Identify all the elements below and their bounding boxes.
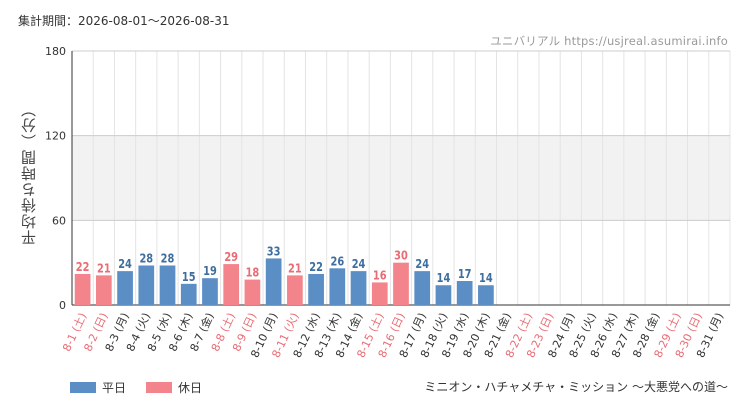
shaded-band (72, 135, 730, 221)
bar-value-label: 28 (139, 252, 153, 266)
bar-value-label: 29 (224, 250, 238, 264)
bar-value-label: 33 (267, 244, 281, 258)
legend-label-weekday: 平日 (102, 381, 127, 395)
bar (159, 265, 176, 305)
legend-swatch-holiday (146, 382, 173, 393)
bar-value-label: 22 (309, 260, 323, 274)
bar (329, 268, 346, 305)
bar (308, 273, 324, 305)
bar-value-label: 15 (182, 270, 196, 284)
bar-value-label: 24 (352, 257, 366, 271)
bar (371, 282, 388, 305)
bar-value-label: 24 (415, 257, 429, 271)
legend: 平日 休日 (70, 379, 222, 396)
bar (414, 271, 431, 305)
bar (223, 264, 240, 305)
bar (456, 281, 473, 305)
y-tick-label: 180 (45, 45, 66, 58)
bar-value-label: 14 (479, 271, 493, 285)
y-tick-label: 0 (59, 299, 66, 312)
source-credit: ユニバリアル https://usjreal.asumirai.info (490, 34, 728, 48)
bar (287, 275, 303, 305)
bar-value-label: 28 (161, 252, 175, 266)
bar-value-label: 26 (330, 254, 344, 268)
legend-label-holiday: 休日 (178, 381, 203, 395)
bar-value-label: 18 (246, 266, 260, 280)
bar (180, 283, 197, 305)
bar (202, 278, 218, 305)
legend-item-weekday: 平日 (70, 379, 126, 396)
bar-value-label: 24 (118, 257, 132, 271)
bar-value-label: 30 (394, 249, 408, 263)
y-tick-label: 120 (45, 130, 66, 143)
bar (138, 265, 155, 305)
bar-value-label: 19 (203, 264, 217, 278)
bar (350, 271, 367, 305)
legend-swatch-weekday (70, 382, 96, 393)
legend-item-holiday: 休日 (146, 379, 202, 396)
bar (117, 271, 133, 305)
bar (95, 275, 112, 305)
y-tick-label: 60 (52, 214, 66, 227)
attraction-name: ミニオン・ハチャメチャ・ミッション ～大悪党への道～ (424, 380, 728, 394)
bar (244, 279, 261, 305)
bar-value-label: 22 (76, 260, 90, 274)
bar-value-label: 16 (373, 268, 387, 282)
bar-value-label: 14 (437, 271, 451, 285)
bar (74, 273, 91, 305)
bar-value-label: 17 (458, 267, 472, 281)
aggregation-period: 集計期間：2026-08-01～2026-08-31 (18, 14, 230, 28)
bar (393, 262, 409, 305)
bar (435, 285, 452, 305)
bar (265, 258, 282, 305)
bar-value-label: 21 (97, 261, 111, 275)
bar-value-label: 21 (288, 261, 302, 275)
bar (478, 285, 494, 305)
